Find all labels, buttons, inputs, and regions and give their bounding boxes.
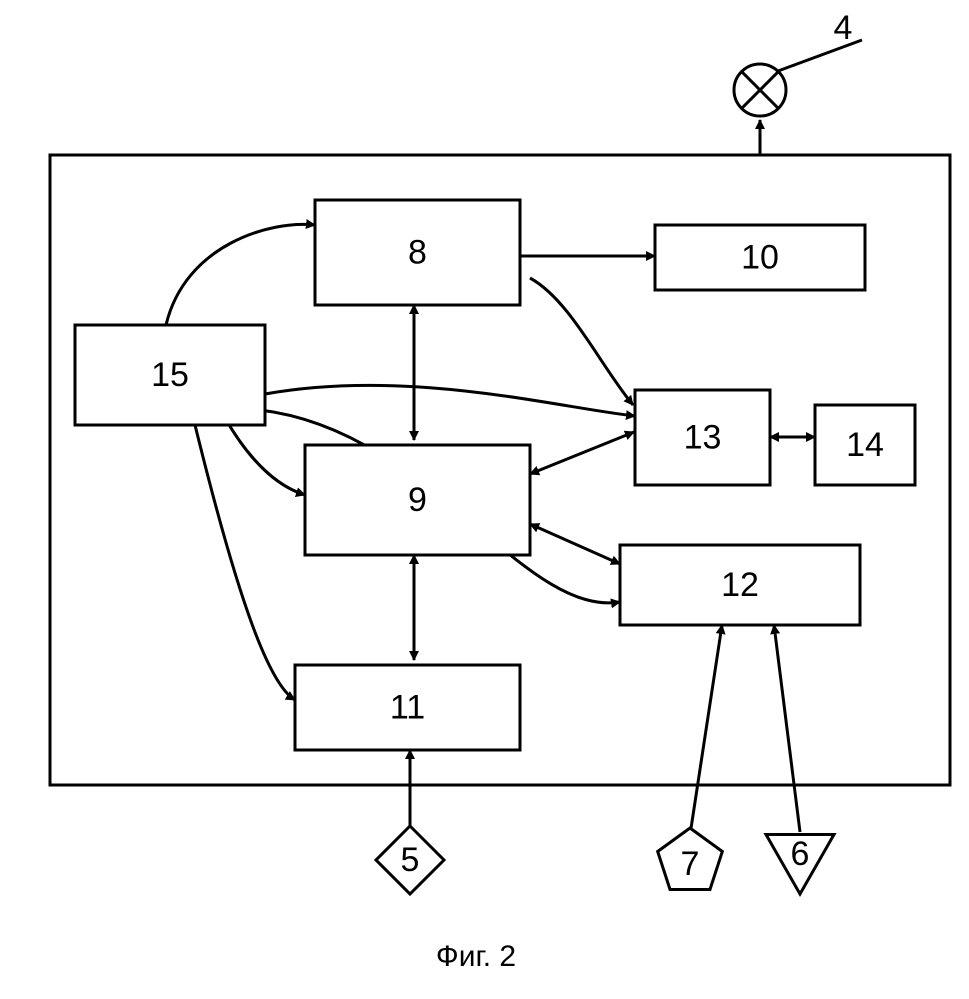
edge	[530, 432, 634, 474]
block-label-13: 13	[684, 418, 722, 456]
shape-label-6: 6	[791, 835, 810, 873]
edge	[166, 224, 315, 325]
figure-caption: Фиг. 2	[436, 940, 516, 973]
edge	[265, 385, 635, 416]
edge	[195, 425, 295, 700]
edge	[530, 278, 633, 405]
block-label-12: 12	[721, 566, 759, 604]
shape-label-7: 7	[681, 845, 700, 883]
block-label-14: 14	[846, 426, 884, 464]
edge	[690, 625, 722, 835]
edge	[225, 418, 305, 495]
block-label-10: 10	[741, 238, 779, 276]
shape-label-5: 5	[401, 841, 420, 879]
edge	[530, 524, 620, 564]
block-label-11: 11	[390, 688, 425, 726]
callout-label-4: 4	[834, 9, 853, 47]
edge	[774, 625, 800, 832]
block-label-15: 15	[151, 356, 189, 394]
block-label-8: 8	[408, 233, 427, 271]
block-label-9: 9	[408, 481, 427, 519]
